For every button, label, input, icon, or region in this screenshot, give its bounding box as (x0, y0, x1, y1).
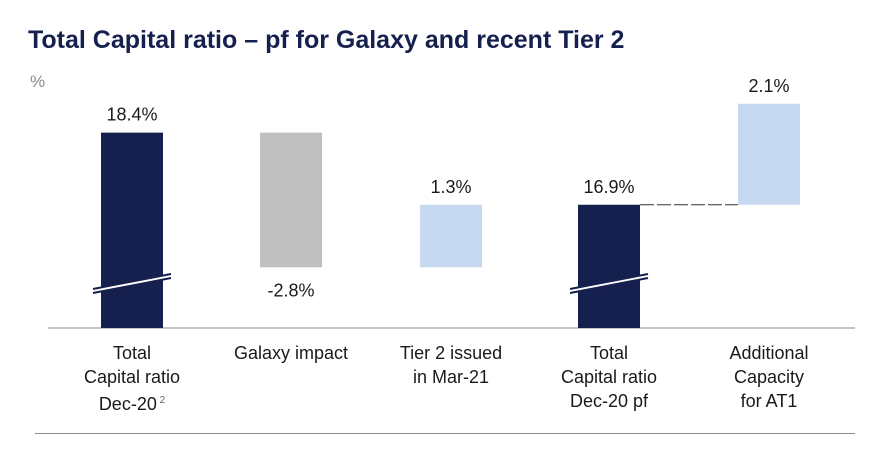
category-label-5: Additional Capacity for AT1 (729, 343, 809, 411)
axis-break-line (92, 277, 172, 294)
value-label-3: 1.3% (430, 177, 471, 197)
bar-5 (738, 103, 800, 205)
category-label-1: Total Capital ratio Dec-20 2 (83, 343, 181, 414)
axis-break-line (92, 273, 172, 290)
value-label-4: 16.9% (583, 177, 634, 197)
value-label-1: 18.4% (106, 105, 157, 125)
bar-1 (101, 132, 163, 328)
bar-4 (578, 204, 640, 328)
value-label-5: 2.1% (748, 76, 789, 96)
bar-2 (260, 132, 322, 268)
axis-break-line (569, 277, 649, 294)
bottom-rule (35, 433, 855, 434)
category-label-4: Total Capital ratio Dec-20 pf (560, 343, 658, 411)
category-label-2: Galaxy impact (233, 343, 349, 363)
axis-break-line (569, 273, 649, 290)
footnote-marker: 2 (156, 395, 166, 406)
category-label-3: Tier 2 issued in Mar-21 (399, 343, 503, 387)
unit-label: % (30, 72, 46, 91)
value-label-2: -2.8% (267, 280, 314, 300)
bar-3 (420, 204, 482, 268)
chart-title: Total Capital ratio – pf for Galaxy and … (28, 26, 625, 54)
